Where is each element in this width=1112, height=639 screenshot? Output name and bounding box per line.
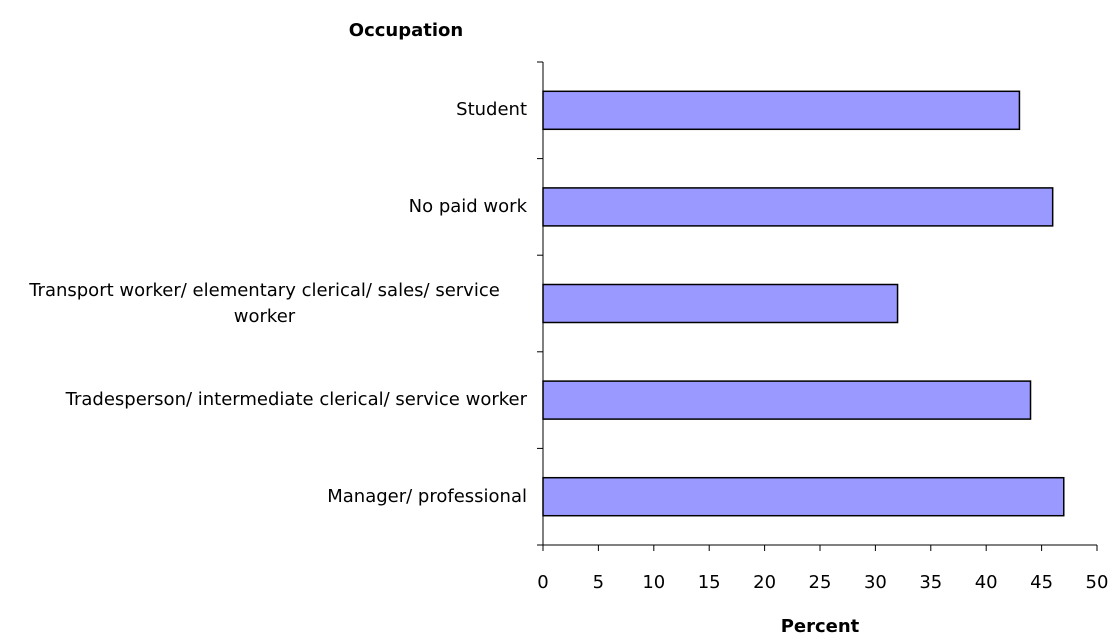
x-tick-label: 40 xyxy=(975,572,998,593)
y-tick-label: Tradesperson/ intermediate clerical/ ser… xyxy=(65,389,527,411)
x-axis-label: Percent xyxy=(781,616,860,637)
y-tick-label: Transport worker/ elementary clerical/ s… xyxy=(29,279,500,327)
y-tick-label-box: Tradesperson/ intermediate clerical/ ser… xyxy=(2,387,527,413)
x-tick-label: 10 xyxy=(642,572,665,593)
chart-title: Occupation xyxy=(349,20,463,41)
x-tick-label: 0 xyxy=(537,572,548,593)
bar xyxy=(542,90,1021,131)
y-tick-label: Manager/ professional xyxy=(327,485,527,507)
x-tick-label: 30 xyxy=(864,572,887,593)
bar xyxy=(542,380,1032,420)
x-tick-label: 5 xyxy=(593,572,604,593)
bar xyxy=(542,187,1054,227)
y-tick-label-box: Student xyxy=(2,97,527,123)
bar xyxy=(542,476,1065,517)
y-tick-label-box: No paid work xyxy=(2,194,527,220)
y-tick-label-box: Transport worker/ elementary clerical/ s… xyxy=(2,278,527,330)
bar xyxy=(542,283,899,324)
x-tick-label: 35 xyxy=(919,572,942,593)
x-tick-label: 45 xyxy=(1030,572,1053,593)
y-tick-label: No paid work xyxy=(408,195,527,217)
y-tick-label-box: Manager/ professional xyxy=(2,484,527,510)
x-tick-label: 25 xyxy=(809,572,832,593)
y-tick-label: Student xyxy=(456,99,527,121)
x-tick-label: 15 xyxy=(698,572,721,593)
x-tick-label: 50 xyxy=(1086,572,1109,593)
x-tick-label: 20 xyxy=(753,572,776,593)
